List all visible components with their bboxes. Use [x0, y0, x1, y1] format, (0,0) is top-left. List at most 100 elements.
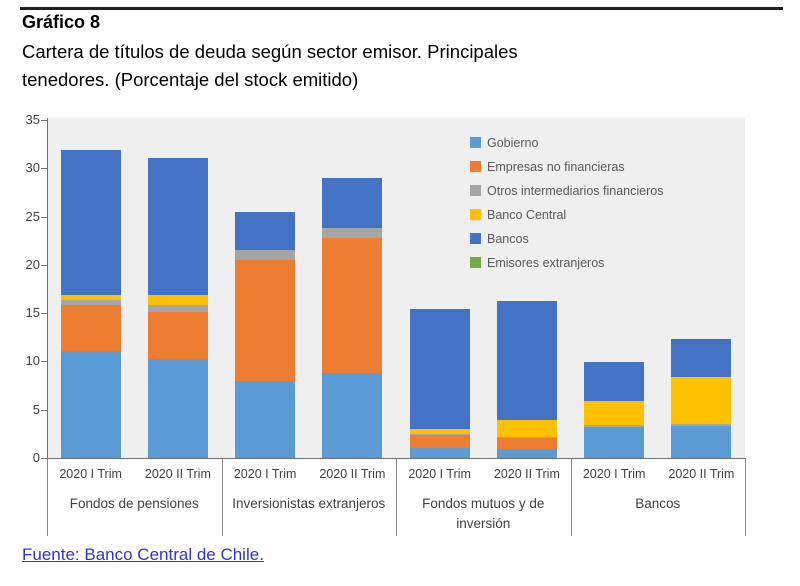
- legend-label: Emisores extranjeros: [487, 255, 605, 270]
- stacked-bar-fondos-mutuos-y-de-inversi-n-2020-ii-trim: [496, 300, 557, 458]
- stacked-bar-bancos-2020-ii-trim: [671, 339, 732, 458]
- x-category-label: 2020 II Trim: [319, 467, 386, 481]
- segment-gobierno: [235, 380, 296, 458]
- y-tick-label: 30: [25, 160, 40, 176]
- segment-bancos: [322, 177, 383, 229]
- y-tick-mark: [41, 120, 47, 121]
- legend-item-gobierno: Gobierno: [470, 135, 663, 150]
- category-separator: [570, 458, 572, 536]
- y-tick-label: 15: [25, 305, 40, 321]
- y-tick-mark: [41, 361, 47, 363]
- legend-item-empresas-no-financieras: Empresas no financieras: [470, 159, 663, 174]
- stacked-bar-inversionistas-extranjeros-2020-i-trim: [235, 211, 296, 458]
- x-category-label: 2020 I Trim: [582, 467, 646, 481]
- legend-swatch-icon: [470, 257, 481, 268]
- segment-bancos: [496, 300, 557, 421]
- x-group-label-inversionistas-extranjeros: Inversionistas extranjeros: [232, 496, 386, 511]
- segment-banco-central: [584, 401, 645, 426]
- segment-empresas-no-financieras: [409, 434, 470, 449]
- y-tick-mark: [41, 264, 47, 266]
- y-axis-line: [47, 118, 48, 458]
- legend-swatch-icon: [470, 209, 481, 220]
- segment-empresas-no-financieras: [235, 260, 296, 381]
- y-tick-label: 20: [25, 256, 40, 272]
- segment-otros-intermediarios-financieros: [584, 425, 645, 428]
- category-separator: [396, 458, 397, 536]
- segment-empresas-no-financieras: [322, 237, 383, 374]
- y-tick-label: 0: [32, 450, 40, 465]
- segment-gobierno: [584, 427, 645, 458]
- figure-number: Gráfico 8: [22, 12, 101, 32]
- segment-banco-central: [496, 420, 557, 437]
- segment-otros-intermediarios-financieros: [60, 299, 121, 306]
- y-tick-label: 35: [25, 112, 40, 127]
- stacked-bar-bancos-2020-i-trim: [584, 362, 645, 458]
- segment-otros-intermediarios-financieros: [409, 433, 470, 435]
- legend-label: Bancos: [487, 231, 529, 246]
- figure-title-line1: Cartera de títulos de deuda según sector…: [22, 41, 518, 62]
- source-link[interactable]: Fuente: Banco Central de Chile.: [22, 545, 264, 564]
- legend-label: Otros intermediarios financieros: [487, 183, 664, 198]
- legend-swatch-icon: [470, 137, 481, 148]
- segment-gobierno: [147, 359, 208, 458]
- legend-item-banco-central: Banco Central: [470, 207, 663, 222]
- legend-label: Banco Central: [487, 207, 567, 222]
- segment-bancos: [235, 211, 296, 251]
- segment-banco-central: [409, 429, 470, 434]
- x-group-label-fondos-mutuos-y-de-inversi-n: Fondos mutuos y de inversión: [422, 496, 545, 531]
- y-tick-mark: [41, 409, 47, 411]
- segment-bancos: [671, 339, 732, 377]
- x-category-label: 2020 I Trim: [233, 467, 297, 481]
- y-tick-mark: [41, 313, 47, 315]
- category-separator: [745, 458, 746, 536]
- segment-gobierno: [671, 426, 732, 458]
- stacked-bar-fondos-mutuos-y-de-inversi-n-2020-i-trim: [409, 309, 470, 458]
- x-category-label: 2020 I Trim: [408, 467, 471, 481]
- legend-item-otros-intermediarios-financieros: Otros intermediarios financieros: [470, 183, 664, 198]
- x-category-label: 2020 II Trim: [493, 467, 560, 481]
- segment-gobierno: [496, 449, 557, 458]
- y-tick-label: 10: [25, 353, 40, 369]
- segment-otros-intermediarios-financieros: [671, 424, 732, 427]
- x-group-label-fondos-de-pensiones: Fondos de pensiones: [69, 496, 199, 511]
- legend-item-bancos: Bancos: [470, 231, 663, 246]
- segment-otros-intermediarios-financieros: [235, 250, 296, 261]
- segment-empresas-no-financieras: [496, 437, 557, 450]
- top-rule: [20, 7, 783, 10]
- x-group-label-bancos: Bancos: [635, 496, 681, 511]
- stacked-bar-fondos-de-pensiones-2020-i-trim: [60, 149, 121, 458]
- category-separator: [47, 458, 48, 536]
- legend-item-emisores-extranjeros: Emisores extranjeros: [470, 255, 663, 270]
- segment-otros-intermediarios-financieros: [322, 228, 383, 238]
- stacked-bar-inversionistas-extranjeros-2020-ii-trim: [322, 177, 383, 458]
- segment-bancos: [147, 157, 208, 295]
- y-tick-mark: [41, 216, 47, 218]
- segment-bancos: [584, 362, 645, 402]
- chart-legend: Gobierno Empresas no financieras Otros int…: [470, 136, 663, 280]
- segment-empresas-no-financieras: [60, 305, 121, 351]
- segment-gobierno: [409, 448, 470, 458]
- segment-gobierno: [60, 350, 121, 458]
- segment-otros-intermediarios-financieros: [496, 436, 557, 438]
- stacked-bar-fondos-de-pensiones-2020-ii-trim: [147, 157, 208, 458]
- legend-label: Empresas no financieras: [487, 159, 625, 174]
- legend-swatch-icon: [470, 161, 481, 172]
- legend-label: Gobierno: [487, 135, 539, 150]
- segment-banco-central: [147, 294, 208, 306]
- segment-gobierno: [322, 373, 383, 458]
- segment-bancos: [60, 149, 121, 295]
- segment-otros-intermediarios-financieros: [147, 305, 208, 313]
- segment-empresas-no-financieras: [147, 312, 208, 360]
- segment-bancos: [409, 309, 470, 430]
- y-tick-label: 25: [25, 208, 40, 224]
- x-category-label: 2020 II Trim: [668, 467, 735, 481]
- legend-swatch-icon: [470, 233, 481, 244]
- figure-title-line2: tenedores. (Porcentaje del stock emitido…: [22, 69, 359, 90]
- x-category-label: 2020 I Trim: [59, 467, 122, 481]
- x-category-label: 2020 II Trim: [144, 467, 211, 481]
- y-tick-label: 5: [32, 401, 40, 417]
- y-tick-mark: [41, 168, 47, 170]
- y-tick-mark: [41, 458, 47, 459]
